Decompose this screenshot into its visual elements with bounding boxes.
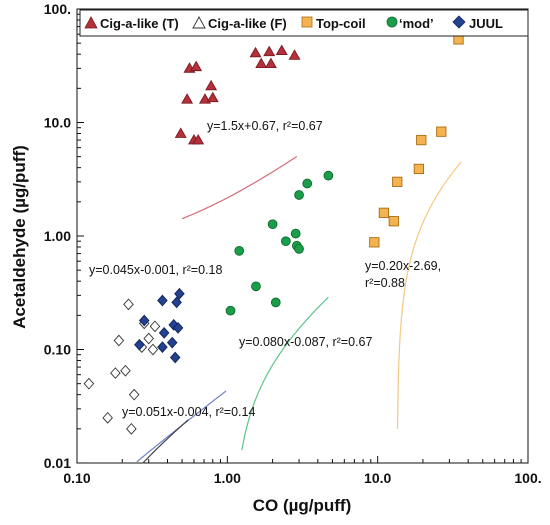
data-point-top-coil [369,237,380,248]
data-point-cig-a-like-f [120,364,131,377]
data-point-juul [138,314,150,327]
data-point-juul [166,336,178,349]
data-point-cig-a-like-f [83,377,95,390]
legend-label-mod: ‘mod’ [399,16,434,31]
data-point-cig-a-like-f [123,298,134,311]
data-point-mod [251,281,261,292]
legend-marker-cig-a-like-f [192,16,206,29]
data-point-top-coil [436,126,447,137]
plot-frame [76,8,529,464]
legend-label-cig-a-like-t: Cig-a-like (T) [100,16,179,31]
x-tick-label: 100. [514,470,541,486]
legend-label-juul: JUUL [469,16,503,31]
data-point-mod [294,190,304,200]
data-point-juul [157,341,168,353]
data-point-juul [171,296,182,309]
data-point-mod [290,228,301,239]
data-point-cig-a-like-f [128,388,140,401]
data-point-mod [267,219,278,230]
data-point-juul [158,327,170,339]
trendline-cig-a-like-t [181,156,298,220]
trendline-equation-cig-a-like-f: y=0.051x-0.004, r²=0.14 [122,405,255,419]
data-point-juul [172,322,184,334]
legend-marker-cig-a-like-t [84,16,98,29]
data-point-top-coil [392,176,403,187]
x-tick-label: 0.10 [63,470,90,486]
data-point-top-coil [388,216,399,227]
data-point-cig-a-like-t [263,45,276,57]
data-point-cig-a-like-t [181,93,194,104]
y-tick-label: 10.0 [44,115,71,131]
x-tick-label: 1.00 [214,470,241,486]
trendline-top-coil [396,161,462,429]
data-point-juul [169,351,181,364]
data-point-cig-a-like-t [264,57,277,68]
data-point-mod [225,305,236,316]
legend-label-cig-a-like-f: Cig-a-like (F) [208,16,287,31]
data-point-juul [134,338,145,351]
y-tick-label: 100. [44,1,71,17]
y-tick-label: 0.10 [44,342,71,358]
data-point-cig-a-like-f [143,332,155,345]
data-point-cig-a-like-t [275,44,288,55]
trendline-equation-top-coil-line1: y=0.20x-2.69, [365,259,441,273]
data-point-cig-a-like-t [255,57,268,68]
y-axis-title: Acetaldehyde (µg/puff) [10,145,29,329]
trendline-equation-cig-a-like-t: y=1.5x+0.67, r²=0.67 [207,119,323,133]
data-point-mod [302,178,313,189]
legend-marker-mod [386,16,398,28]
data-point-mod [294,244,304,254]
trendline-equation-mod: y=0.080x-0.087, r²=0.67 [239,335,372,349]
data-point-cig-a-like-f [110,367,121,379]
data-point-mod [234,245,245,256]
legend-marker-juul [452,15,466,29]
trendline-cig-a-like-f [91,419,189,464]
data-point-cig-a-like-f [147,343,159,356]
data-point-top-coil [416,134,427,146]
data-point-top-coil [378,207,390,218]
data-point-cig-a-like-f [102,411,113,424]
data-point-cig-a-like-t [192,133,205,145]
trendline-equation-top-coil-line2: r²=0.88 [365,276,405,290]
data-point-mod [270,297,281,308]
data-point-cig-a-like-t [190,60,203,72]
data-point-juul [157,294,168,307]
data-point-cig-a-like-t [288,49,301,60]
data-point-cig-a-like-t [205,79,218,91]
data-point-mod [280,236,291,247]
data-point-cig-a-like-f [149,320,161,333]
legend-marker-top-coil [301,16,313,28]
data-point-mod [323,170,334,181]
data-point-cig-a-like-t [249,46,262,58]
x-axis-title: CO (µg/puff) [253,496,352,515]
trendline-mod [241,296,329,451]
x-tick-label: 10.0 [364,470,391,486]
y-tick-label: 1.00 [44,228,71,244]
data-point-cig-a-like-f [126,422,137,435]
trendline-equation-juul: y=0.045x-0.001, r²=0.18 [89,263,222,277]
data-point-top-coil [413,163,425,175]
legend-label-top-coil: Top-coil [316,16,366,31]
data-point-cig-a-like-t [174,127,187,138]
y-tick-label: 0.01 [44,455,71,471]
data-point-juul [174,287,185,300]
trendline-equations: y=1.5x+0.67, r²=0.67 y=0.045x-0.001, r²=… [89,119,441,419]
legend: Cig-a-like (T) Cig-a-like (F) Top-coil ‘… [79,9,529,37]
data-point-cig-a-like-f [113,334,125,347]
data-point-cig-a-like-t [206,91,219,103]
